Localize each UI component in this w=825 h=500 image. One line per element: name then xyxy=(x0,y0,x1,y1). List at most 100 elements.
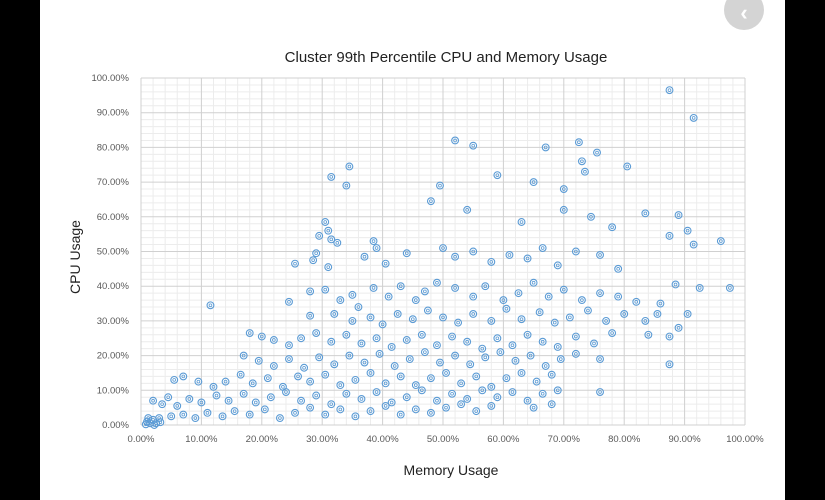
data-point xyxy=(239,351,248,360)
data-point-inner xyxy=(383,261,388,266)
data-point-inner xyxy=(610,225,614,230)
data-point xyxy=(553,386,562,395)
data-point-inner xyxy=(598,253,602,257)
data-point xyxy=(378,320,387,329)
data-point xyxy=(405,355,414,364)
data-point xyxy=(493,334,502,343)
data-point-inner xyxy=(685,228,690,233)
data-point-inner xyxy=(468,362,472,367)
data-point-inner xyxy=(604,319,608,323)
data-point-inner xyxy=(175,404,180,408)
data-point xyxy=(505,251,514,259)
data-point xyxy=(297,396,306,405)
data-point-inner xyxy=(438,183,442,188)
data-point xyxy=(614,264,623,273)
data-point xyxy=(197,398,206,407)
data-point xyxy=(466,360,475,369)
data-point-inner xyxy=(220,414,225,419)
y-tick-label: 50.00% xyxy=(97,247,130,258)
data-point xyxy=(433,341,441,350)
data-point xyxy=(590,339,598,348)
data-point-inner xyxy=(377,352,382,356)
data-point-inner xyxy=(555,263,560,268)
data-point xyxy=(218,412,227,421)
data-point xyxy=(451,136,460,145)
data-point xyxy=(426,197,435,206)
data-point xyxy=(360,252,369,261)
data-point-inner xyxy=(459,381,463,386)
data-point xyxy=(559,185,568,193)
data-point xyxy=(420,287,429,296)
data-point xyxy=(547,400,556,409)
data-point xyxy=(396,282,405,291)
data-point-inner xyxy=(537,310,542,315)
data-point-inner xyxy=(420,388,424,393)
data-point xyxy=(149,396,158,405)
data-point xyxy=(559,205,568,214)
data-point xyxy=(209,382,218,391)
data-point-inner xyxy=(323,372,328,377)
data-point xyxy=(496,348,505,357)
data-point xyxy=(683,226,692,235)
data-point xyxy=(402,249,411,258)
data-point-inner xyxy=(247,331,252,335)
data-point-inner xyxy=(223,379,228,384)
data-point xyxy=(411,381,420,390)
data-point xyxy=(487,257,496,266)
data-point-inner xyxy=(435,343,439,347)
data-point xyxy=(285,341,293,350)
data-point-inner xyxy=(308,379,312,384)
data-point xyxy=(312,329,321,337)
data-point xyxy=(426,408,435,417)
data-point xyxy=(550,318,559,327)
data-point-inner xyxy=(580,298,584,302)
data-point xyxy=(158,400,167,409)
data-point xyxy=(327,337,336,346)
data-point-inner xyxy=(480,346,485,351)
data-point xyxy=(656,299,665,308)
data-point xyxy=(330,360,339,369)
data-point xyxy=(426,374,435,383)
data-point-inner xyxy=(205,411,210,415)
data-point xyxy=(439,244,447,252)
data-point-inner xyxy=(266,376,270,380)
data-point xyxy=(297,334,306,343)
data-point-inner xyxy=(166,395,170,400)
data-point xyxy=(309,256,318,265)
data-point xyxy=(156,418,165,427)
data-point-inner xyxy=(622,312,626,316)
data-point-inner xyxy=(610,331,614,335)
data-point-inner xyxy=(317,355,321,360)
data-point-inner xyxy=(338,298,343,302)
data-point xyxy=(469,310,478,318)
data-point xyxy=(532,377,541,386)
data-point-inner xyxy=(259,334,264,339)
data-point-inner xyxy=(540,339,545,344)
data-point-inner xyxy=(395,312,400,316)
data-point-inner xyxy=(344,183,349,188)
data-point-inner xyxy=(247,412,252,417)
data-point-inner xyxy=(435,280,439,285)
data-point-inner xyxy=(241,353,246,358)
data-point xyxy=(306,287,315,296)
data-point-inner xyxy=(278,416,282,420)
data-point xyxy=(417,330,426,339)
data-point xyxy=(315,353,324,362)
data-point-inner xyxy=(151,398,155,403)
data-point-inner xyxy=(299,336,303,341)
data-point-inner xyxy=(504,376,509,380)
data-point-inner xyxy=(465,397,469,401)
data-point xyxy=(294,372,302,381)
data-point-inner xyxy=(667,88,672,92)
data-point-inner xyxy=(293,411,297,415)
data-point xyxy=(321,218,330,226)
data-point-inner xyxy=(501,298,506,302)
data-point xyxy=(565,313,574,322)
data-point xyxy=(327,172,336,181)
data-point xyxy=(442,403,450,412)
data-point-inner xyxy=(344,391,349,396)
data-point xyxy=(194,377,203,386)
data-point xyxy=(487,382,496,391)
data-point-inner xyxy=(323,412,328,417)
data-point-inner xyxy=(474,374,479,379)
